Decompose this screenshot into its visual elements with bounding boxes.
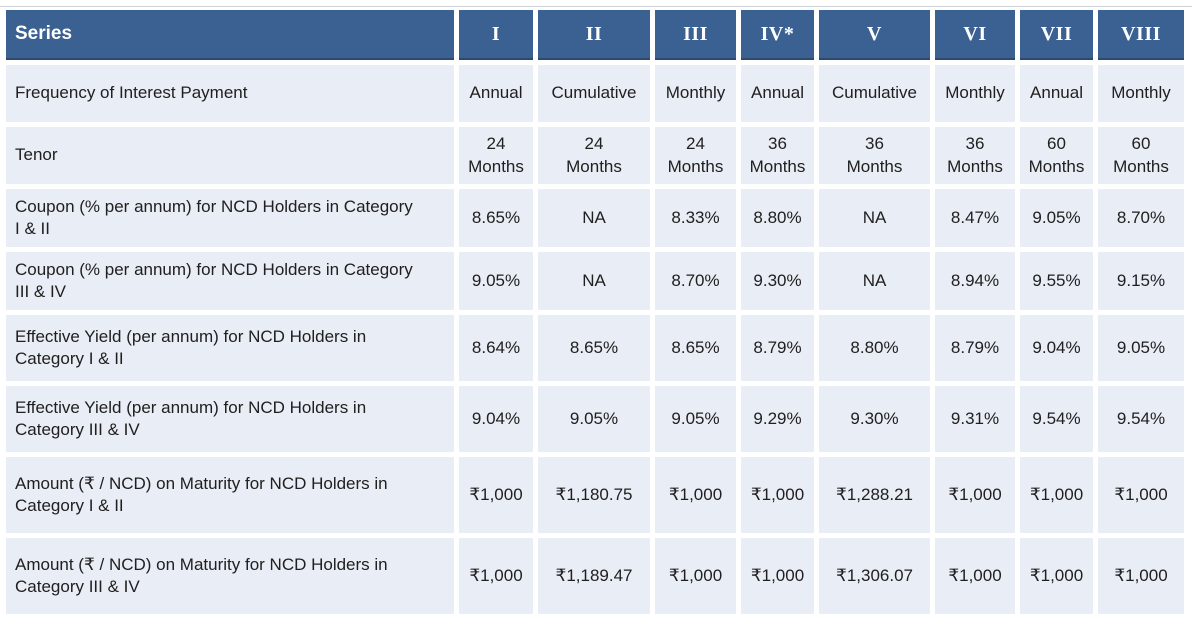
value-cell: ₹1,000 <box>935 538 1015 614</box>
value-cell: NA <box>819 252 930 310</box>
value-cell: 60 Months <box>1020 127 1093 184</box>
value-cell: ₹1,000 <box>1020 457 1093 533</box>
value-cell: ₹1,180.75 <box>538 457 650 533</box>
value-cell: 8.79% <box>741 315 814 381</box>
value-cell: 24 Months <box>459 127 533 184</box>
column-header-series-iii: III <box>655 10 736 60</box>
row-label-yield-cat1-2: Effective Yield (per annum) for NCD Hold… <box>6 315 454 381</box>
header-row: Series I II III IV* V VI VII VIII <box>6 10 1184 60</box>
value-cell: NA <box>538 189 650 247</box>
value-cell: 8.33% <box>655 189 736 247</box>
value-cell: 36 Months <box>819 127 930 184</box>
value-cell: ₹1,000 <box>1098 457 1184 533</box>
value-cell: 8.80% <box>819 315 930 381</box>
value-cell: Annual <box>1020 65 1093 122</box>
value-cell: 8.70% <box>655 252 736 310</box>
value-cell: 9.54% <box>1020 386 1093 452</box>
value-cell: 9.30% <box>741 252 814 310</box>
value-cell: ₹1,306.07 <box>819 538 930 614</box>
value-cell: 8.65% <box>655 315 736 381</box>
value-cell: ₹1,000 <box>459 538 533 614</box>
value-cell: 9.29% <box>741 386 814 452</box>
value-cell: 24 Months <box>538 127 650 184</box>
column-header-series-vii: VII <box>1020 10 1093 60</box>
table-row-coupon-cat1-2: Coupon (% per annum) for NCD Holders in … <box>6 189 1184 247</box>
row-label-tenor: Tenor <box>6 127 454 184</box>
value-cell: 8.65% <box>459 189 533 247</box>
value-cell: Cumulative <box>538 65 650 122</box>
value-cell: 24 Months <box>655 127 736 184</box>
row-label-maturity-amount-cat1-2: Amount (₹ / NCD) on Maturity for NCD Hol… <box>6 457 454 533</box>
value-cell: 8.80% <box>741 189 814 247</box>
value-cell: ₹1,000 <box>1020 538 1093 614</box>
value-cell: 9.05% <box>459 252 533 310</box>
value-cell: 8.47% <box>935 189 1015 247</box>
value-cell: ₹1,000 <box>459 457 533 533</box>
column-header-series-viii: VIII <box>1098 10 1184 60</box>
column-header-series-i: I <box>459 10 533 60</box>
value-cell: 9.31% <box>935 386 1015 452</box>
value-cell: Annual <box>459 65 533 122</box>
table-row-maturity-amount-cat3-4: Amount (₹ / NCD) on Maturity for NCD Hol… <box>6 538 1184 614</box>
table-row-maturity-amount-cat1-2: Amount (₹ / NCD) on Maturity for NCD Hol… <box>6 457 1184 533</box>
value-cell: NA <box>819 189 930 247</box>
value-cell: 8.65% <box>538 315 650 381</box>
value-cell: 8.70% <box>1098 189 1184 247</box>
value-cell: ₹1,000 <box>655 538 736 614</box>
value-cell: 9.30% <box>819 386 930 452</box>
row-label-maturity-amount-cat3-4: Amount (₹ / NCD) on Maturity for NCD Hol… <box>6 538 454 614</box>
table-row-frequency: Frequency of Interest Payment Annual Cum… <box>6 65 1184 122</box>
value-cell: Monthly <box>655 65 736 122</box>
value-cell: 8.64% <box>459 315 533 381</box>
series-header-cell: Series <box>6 10 454 60</box>
value-cell: ₹1,000 <box>935 457 1015 533</box>
table-row-yield-cat3-4: Effective Yield (per annum) for NCD Hold… <box>6 386 1184 452</box>
ncd-series-table: Series I II III IV* V VI VII VIII Freque… <box>1 5 1189 619</box>
table-row-yield-cat1-2: Effective Yield (per annum) for NCD Hold… <box>6 315 1184 381</box>
value-cell: ₹1,000 <box>1098 538 1184 614</box>
value-cell: ₹1,288.21 <box>819 457 930 533</box>
value-cell: 36 Months <box>741 127 814 184</box>
value-cell: ₹1,000 <box>741 538 814 614</box>
value-cell: 8.94% <box>935 252 1015 310</box>
table-row-coupon-cat3-4: Coupon (% per annum) for NCD Holders in … <box>6 252 1184 310</box>
value-cell: 9.05% <box>538 386 650 452</box>
value-cell: 60 Months <box>1098 127 1184 184</box>
row-label-frequency: Frequency of Interest Payment <box>6 65 454 122</box>
column-header-series-v: V <box>819 10 930 60</box>
value-cell: ₹1,000 <box>741 457 814 533</box>
value-cell: ₹1,189.47 <box>538 538 650 614</box>
row-label-yield-cat3-4: Effective Yield (per annum) for NCD Hold… <box>6 386 454 452</box>
row-label-coupon-cat1-2: Coupon (% per annum) for NCD Holders in … <box>6 189 454 247</box>
value-cell: 9.15% <box>1098 252 1184 310</box>
value-cell: Monthly <box>1098 65 1184 122</box>
value-cell: ₹1,000 <box>655 457 736 533</box>
value-cell: NA <box>538 252 650 310</box>
value-cell: Cumulative <box>819 65 930 122</box>
value-cell: 9.04% <box>1020 315 1093 381</box>
page: Series I II III IV* V VI VII VIII Freque… <box>0 5 1192 625</box>
value-cell: Monthly <box>935 65 1015 122</box>
table-row-tenor: Tenor 24 Months 24 Months 24 Months 36 M… <box>6 127 1184 184</box>
column-header-series-iv: IV* <box>741 10 814 60</box>
value-cell: 9.05% <box>655 386 736 452</box>
value-cell: 9.04% <box>459 386 533 452</box>
column-header-series-ii: II <box>538 10 650 60</box>
value-cell: 9.55% <box>1020 252 1093 310</box>
value-cell: 36 Months <box>935 127 1015 184</box>
value-cell: 8.79% <box>935 315 1015 381</box>
column-header-series-vi: VI <box>935 10 1015 60</box>
row-label-coupon-cat3-4: Coupon (% per annum) for NCD Holders in … <box>6 252 454 310</box>
value-cell: 9.05% <box>1098 315 1184 381</box>
value-cell: Annual <box>741 65 814 122</box>
top-hairline <box>0 6 1192 7</box>
value-cell: 9.05% <box>1020 189 1093 247</box>
value-cell: 9.54% <box>1098 386 1184 452</box>
